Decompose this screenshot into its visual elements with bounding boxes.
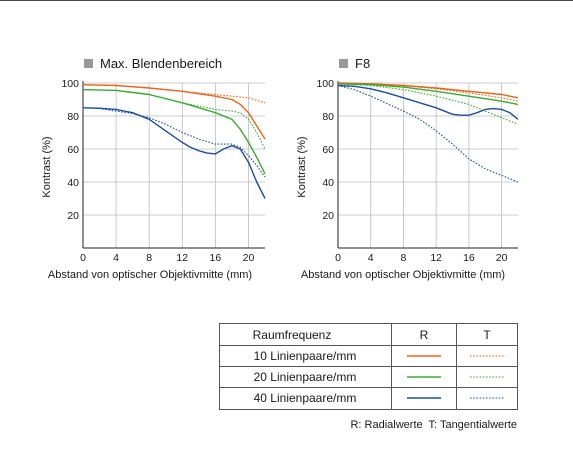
table-header-r: R	[420, 328, 429, 342]
title-marker-square	[84, 59, 93, 68]
table-header-t: T	[483, 328, 491, 342]
series-line-10-T	[337, 82, 519, 102]
y-axis-label: Kontrast (%)	[296, 136, 308, 197]
y-tick-label: 20	[322, 210, 334, 222]
x-tick-label: 0	[80, 252, 86, 264]
series-line-40-R	[337, 84, 519, 120]
series-line-20-T	[82, 89, 266, 150]
y-tick-label: 60	[67, 144, 79, 156]
x-tick-label: 20	[243, 252, 255, 264]
x-tick-label: 0	[335, 252, 341, 264]
series-line-20-R	[337, 83, 519, 106]
footnote: R: Radialwerte T: Tangentialwerte	[350, 419, 517, 431]
y-tick-label: 80	[322, 111, 334, 123]
x-tick-label: 20	[496, 252, 508, 264]
y-tick-label: 40	[67, 177, 79, 189]
series-line-20-R	[82, 88, 266, 175]
series-line-40-T	[82, 107, 266, 178]
chart-title: F8	[355, 56, 370, 71]
y-tick-label: 60	[322, 144, 334, 156]
series-line-40-R	[82, 107, 266, 199]
legend-row-label: 20 Linienpaare/mm	[254, 370, 357, 384]
series-line-10-R	[82, 84, 266, 140]
chart-f8: F8 0 4 8 12 16 20 20 40 60 80 100 Kontrast (%) Abs…	[296, 56, 519, 281]
x-tick-label: 16	[463, 252, 475, 264]
chart-title: Max. Blendenbereich	[100, 56, 222, 71]
title-marker-square	[339, 59, 348, 68]
plot-area: 0 4 8 12 16 20 20 40 60 80 100	[316, 78, 519, 264]
table-header-frequency: Raumfrequenz	[253, 328, 332, 342]
y-tick-label: 100	[61, 78, 79, 90]
y-tick-label: 100	[316, 78, 334, 90]
top-rule	[0, 0, 573, 1]
y-tick-label: 40	[322, 177, 334, 189]
x-tick-label: 12	[176, 252, 188, 264]
legend-row-label: 40 Linienpaare/mm	[254, 391, 357, 405]
x-axis-label: Abstand von optischer Objektivmitte (mm)	[48, 269, 252, 281]
series-line-40-T	[337, 84, 519, 183]
plot-area: 0 4 8 12 16 20 20 40 60 80 100	[61, 78, 266, 264]
y-axis-label: Kontrast (%)	[41, 136, 53, 197]
x-tick-label: 8	[401, 252, 407, 264]
chart-max-aperture: Max. Blendenbereich 0 4 8 12 16 20 20 40 60 80 100…	[41, 56, 266, 281]
series-line-10-T	[82, 84, 266, 104]
y-tick-label: 80	[67, 111, 79, 123]
legend-row-label: 10 Linienpaare/mm	[254, 349, 357, 363]
x-tick-label: 16	[210, 252, 222, 264]
legend-swatches	[407, 355, 505, 399]
legend-table: Raumfrequenz R T 10 Linienpaare/mm 20 Li…	[219, 323, 518, 410]
x-tick-label: 8	[146, 252, 152, 264]
x-tick-label: 4	[113, 252, 119, 264]
x-tick-label: 12	[430, 252, 442, 264]
x-axis-label: Abstand von optischer Objektivmitte (mm)	[301, 269, 505, 281]
y-tick-label: 20	[67, 210, 79, 222]
series-line-20-T	[337, 83, 519, 125]
x-tick-label: 4	[368, 252, 374, 264]
